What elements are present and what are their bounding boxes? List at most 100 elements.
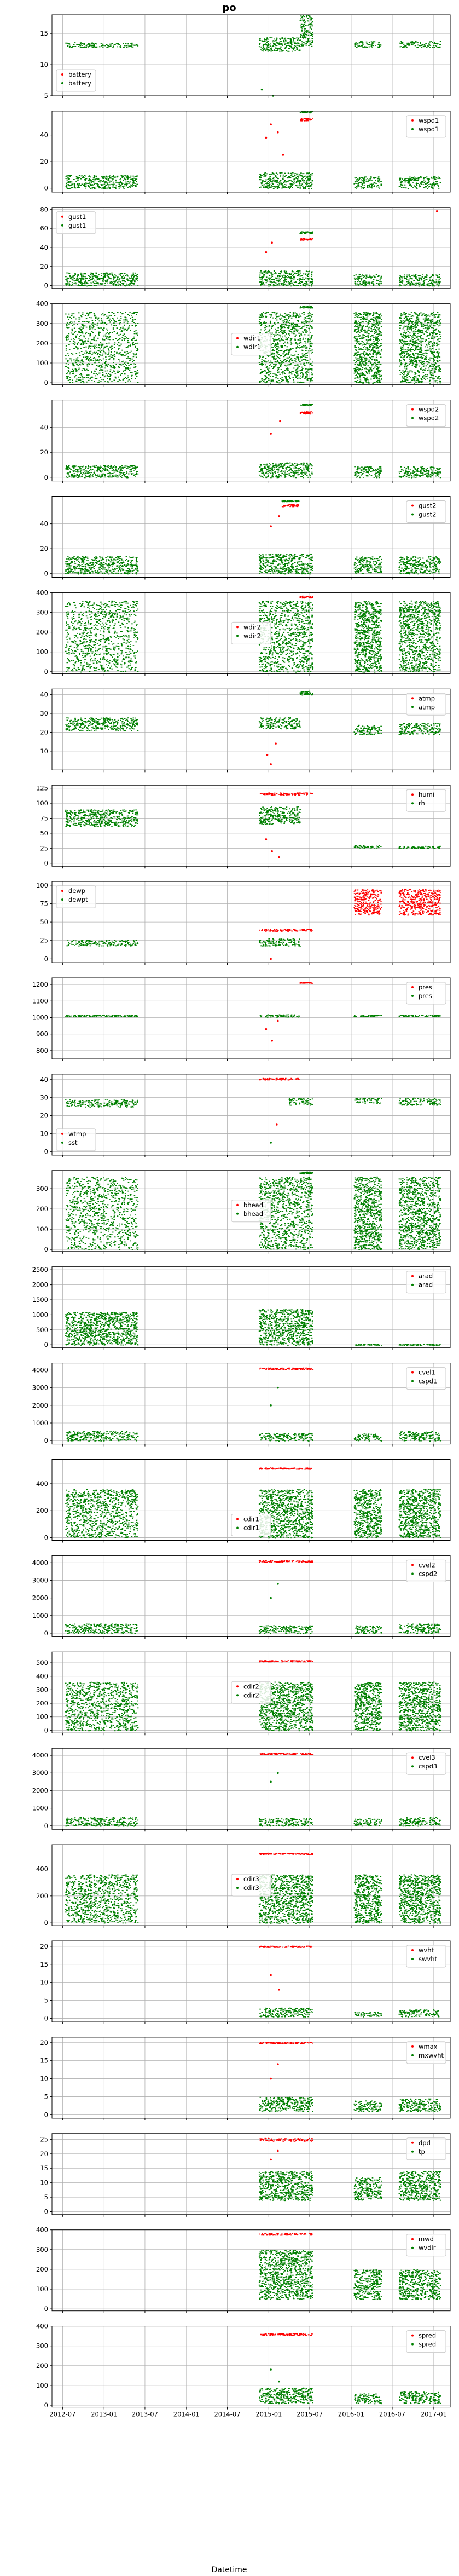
data-cluster-clean: [353, 601, 382, 673]
data-cluster-clean: [258, 1681, 314, 1732]
data-cluster-clean: [288, 1097, 313, 1106]
y-tick-label: 400: [36, 2323, 48, 2330]
plot-area: [52, 207, 450, 289]
axes-frame: [51, 111, 451, 193]
data-point-flagged: [282, 154, 284, 156]
y-tick-label: 20: [40, 263, 48, 270]
data-cluster-flagged: [398, 889, 441, 916]
y-tick-label: 2000: [32, 1281, 48, 1289]
y-tick-label: 10: [40, 2179, 48, 2187]
data-cluster-clean: [399, 2391, 441, 2404]
legend-entry: cvel1: [419, 1369, 435, 1376]
legend-box: [406, 1271, 446, 1294]
data-cluster-flagged: [259, 1367, 314, 1370]
y-tick-label: 400: [36, 1865, 48, 1873]
x-tick-label: 2014-07: [214, 2411, 240, 2418]
axes-frame: [51, 1555, 451, 1637]
legend-box: [231, 621, 271, 644]
legend-box: [231, 333, 271, 356]
data-cluster-clean: [398, 274, 441, 287]
legend-marker: [411, 128, 414, 130]
legend-entry: mwd: [419, 2235, 434, 2243]
legend-entry: gust2: [419, 511, 436, 518]
plot-area: [52, 400, 450, 481]
y-tick-label: 0: [44, 1629, 48, 1637]
legend-marker: [61, 82, 63, 84]
data-cluster-clean: [65, 1623, 138, 1634]
plot-area: [52, 1555, 450, 1637]
legend-marker: [411, 802, 414, 805]
data-cluster-clean: [259, 1014, 300, 1018]
x-tick-label: 2012-07: [49, 2411, 75, 2418]
legend-marker: [61, 215, 63, 218]
legend-marker: [411, 2334, 414, 2337]
x-tick-label: 2016-01: [338, 2411, 364, 2418]
data-cluster-clean: [258, 312, 313, 384]
legend-entry: cdir2: [243, 1682, 259, 1690]
data-cluster-clean: [299, 1171, 313, 1175]
y-tick-label: 0: [44, 2305, 48, 2313]
data-point-clean: [270, 1780, 272, 1783]
y-tick-label: 30: [40, 1094, 48, 1102]
data-points: [65, 111, 441, 189]
y-tick-label: 60: [40, 224, 48, 232]
legend-entry: humi: [419, 791, 434, 798]
data-point-flagged: [278, 856, 280, 858]
y-tick-label: 400: [36, 589, 48, 596]
legend-box: [56, 885, 96, 908]
data-point-clean: [270, 1142, 272, 1144]
y-tick-label: 0: [44, 185, 48, 192]
y-tick-label: 40: [40, 131, 48, 139]
legend-marker: [236, 1694, 239, 1697]
legend-entry: gust1: [68, 213, 86, 221]
y-tick-label: 40: [40, 424, 48, 431]
legend-box: [406, 115, 446, 138]
y-tick-label: 400: [36, 2226, 48, 2234]
legend-box: [406, 982, 446, 1005]
axes-frame: [51, 303, 451, 385]
data-point-flagged: [270, 958, 272, 960]
legend-marker: [236, 1526, 239, 1529]
data-cluster-clean: [353, 2177, 382, 2201]
x-axis-label: Datetime: [211, 2566, 247, 2574]
legend-entry: dpd: [419, 2139, 431, 2147]
data-point-flagged: [278, 1989, 280, 1991]
plot-area: [52, 1363, 450, 1444]
data-cluster-clean: [354, 2393, 382, 2405]
data-points: [65, 500, 441, 575]
y-tick-label: 100: [36, 799, 48, 807]
data-cluster-clean: [398, 1344, 441, 1346]
axes-frame: [51, 592, 451, 674]
y-tick-label: 0: [44, 570, 48, 578]
legend-entry: gust2: [419, 502, 436, 510]
y-tick-label: 10: [40, 747, 48, 755]
legend-marker: [236, 1518, 239, 1520]
y-tick-label: 300: [36, 608, 48, 616]
plot-area: [52, 785, 450, 867]
y-tick-label: 2500: [32, 1266, 48, 1273]
y-tick-label: 100: [36, 881, 48, 889]
data-cluster-clean: [398, 1681, 441, 1732]
data-cluster-clean: [355, 1625, 382, 1634]
plot-area: [52, 1941, 450, 2022]
y-tick-label: 10: [40, 1979, 48, 1986]
legend-marker: [411, 793, 414, 796]
data-cluster-flagged: [259, 1467, 312, 1470]
data-cluster-flagged: [300, 238, 313, 241]
legend-marker: [411, 408, 414, 411]
data-cluster-clean: [65, 312, 139, 384]
x-tick-label: 2015-07: [297, 2411, 323, 2418]
data-cluster-clean: [258, 462, 313, 479]
data-cluster-clean: [65, 42, 139, 48]
y-tick-label: 100: [36, 1713, 48, 1721]
legend-entry: cdir1: [243, 1515, 259, 1523]
y-tick-label: 500: [36, 1659, 48, 1667]
